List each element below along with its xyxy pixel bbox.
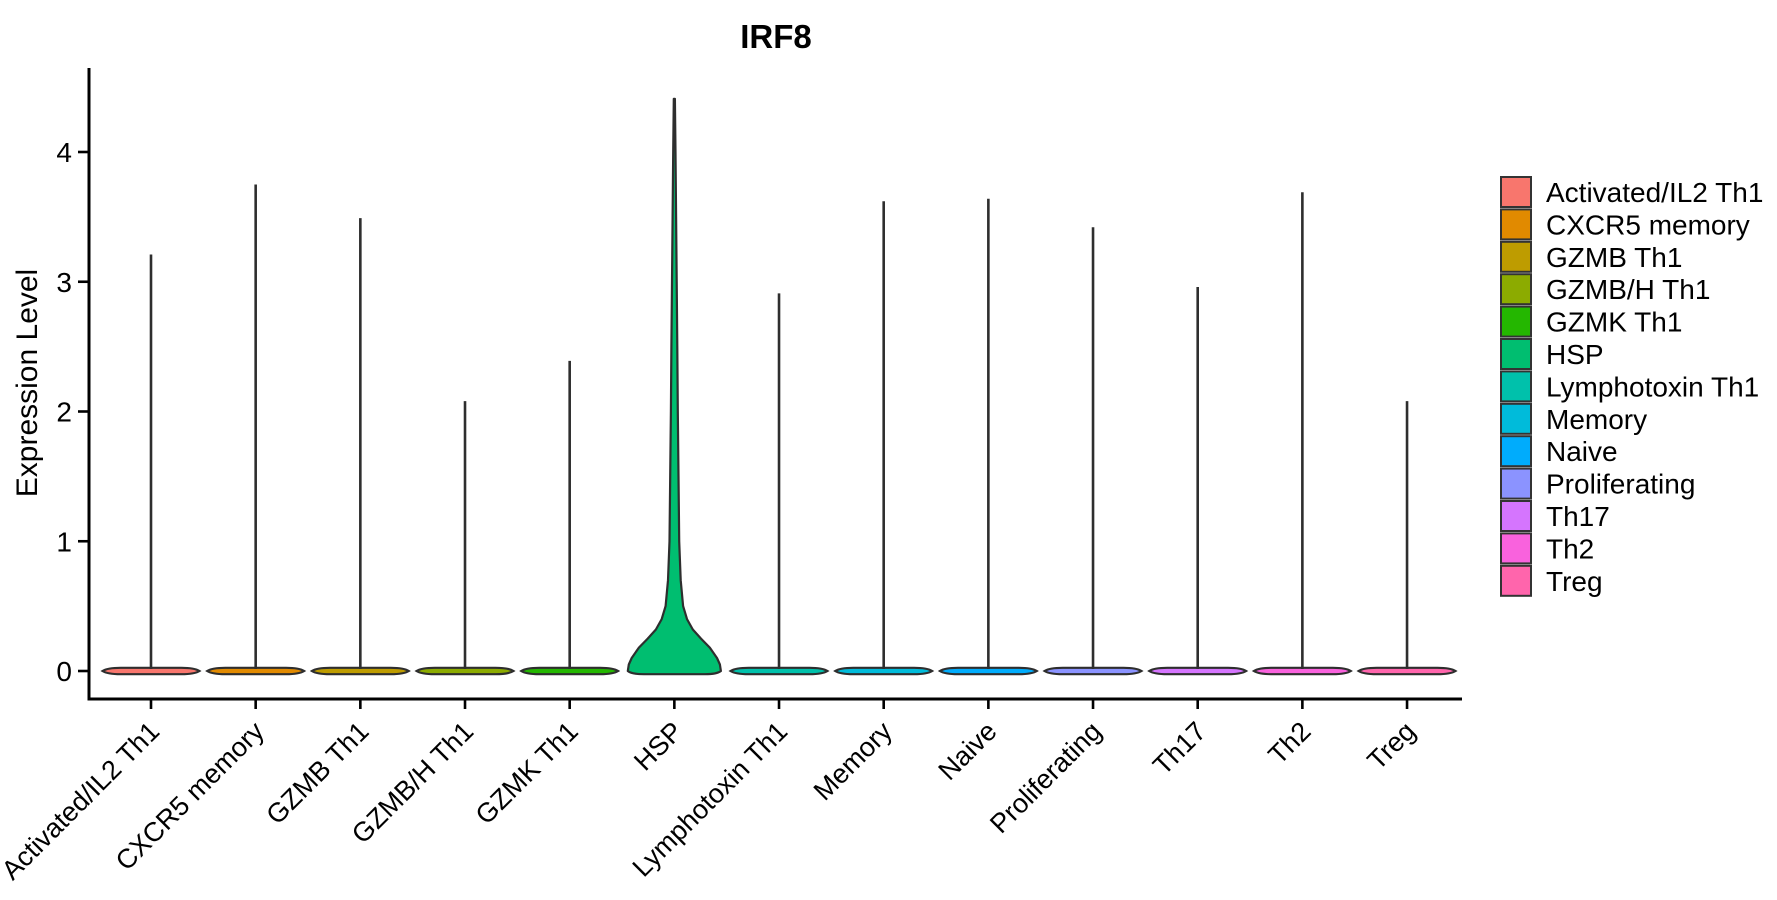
violin-body-activated-il2-th1 [100,666,202,676]
violin-hsp [626,97,722,676]
legend-item-th17: Th17 [1500,500,1610,532]
legend-item-memory: Memory [1500,402,1647,435]
legend-label-hsp: HSP [1546,339,1604,370]
legend-item-gzmb-th1: GZMB Th1 [1500,240,1682,273]
y-tick-label: 3 [56,267,72,298]
violin-body-proliferating [1042,666,1144,676]
legend-label-th17: Th17 [1546,501,1610,532]
violin-body-treg [1356,666,1458,676]
chart-title: IRF8 [740,18,812,55]
violin-body-cxcr5-memory [205,666,307,676]
violin-body-lymphotoxin-th1 [728,666,830,676]
legend-item-proliferating: Proliferating [1500,467,1695,500]
legend-label-th2: Th2 [1546,533,1594,564]
y-tick-label: 0 [56,656,72,687]
legend-item-th2: Th2 [1500,532,1594,565]
x-tick-label: Naive [933,716,1003,786]
violin-body-th17 [1147,666,1249,676]
legend-item-cxcr5-memory: CXCR5 memory [1500,208,1750,241]
y-tick-label: 4 [56,137,72,168]
violin-body-gzmk-th1 [519,666,621,676]
legend-key-treg [1500,564,1532,597]
violin-body-naive [937,666,1039,676]
legend-item-activated-il2-th1: Activated/IL2 Th1 [1500,176,1763,208]
y-axis-title: Expression Level [11,269,44,497]
legend-label-gzmb-h-th1: GZMB/H Th1 [1546,274,1710,305]
y-axis: 0 1 2 3 4 [56,68,91,701]
x-tick-label: Memory [808,716,899,807]
legend-key-proliferating [1500,467,1532,500]
violin-body-memory [833,666,935,676]
legend-label-cxcr5-memory: CXCR5 memory [1546,209,1750,240]
x-tick-label: Treg [1362,716,1422,776]
x-tick-label: Proliferating [984,716,1107,839]
violins-group [100,97,1458,676]
legend-label-treg: Treg [1546,566,1603,597]
legend-key-memory [1500,402,1532,435]
x-tick-label: GZMB Th1 [260,716,374,830]
legend-key-gzmb-h-th1 [1500,273,1532,306]
y-tick-label: 1 [56,526,72,557]
violin-body-th2 [1251,666,1353,676]
legend-item-gzmk-th1: GZMK Th1 [1500,305,1682,338]
legend-key-cxcr5-memory [1500,208,1532,241]
legend-label-lymphotoxin-th1: Lymphotoxin Th1 [1546,371,1759,402]
legend-key-naive [1500,435,1532,468]
legend-key-hsp [1500,338,1532,370]
x-tick-label: HSP [628,716,688,776]
legend-key-lymphotoxin-th1 [1500,370,1532,403]
legend-key-gzmk-th1 [1500,305,1532,338]
legend-label-gzmk-th1: GZMK Th1 [1546,307,1682,338]
legend-item-treg: Treg [1500,564,1603,597]
x-tick-label: Th17 [1147,716,1212,781]
x-tick-label: Th2 [1262,716,1316,770]
legend-item-gzmb-h-th1: GZMB/H Th1 [1500,273,1710,306]
legend-item-hsp: HSP [1500,338,1604,370]
x-tick-label: GZMK Th1 [470,716,584,830]
legend-label-naive: Naive [1546,436,1618,467]
legend-key-th17 [1500,500,1532,532]
legend-key-th2 [1500,532,1532,565]
y-tick-label: 2 [56,397,72,428]
legend-label-gzmb-th1: GZMB Th1 [1546,242,1682,273]
legend-item-naive: Naive [1500,435,1618,468]
legend-label-proliferating: Proliferating [1546,469,1695,500]
violin-body-gzmb-h-th1 [414,666,516,676]
violin-body-gzmb-th1 [309,666,411,676]
legend-label-memory: Memory [1546,404,1647,435]
legend-key-gzmb-th1 [1500,240,1532,273]
legend-label-activated-il2-th1: Activated/IL2 Th1 [1546,177,1763,208]
legend-item-lymphotoxin-th1: Lymphotoxin Th1 [1500,370,1759,403]
legend-key-activated-il2-th1 [1500,176,1532,208]
